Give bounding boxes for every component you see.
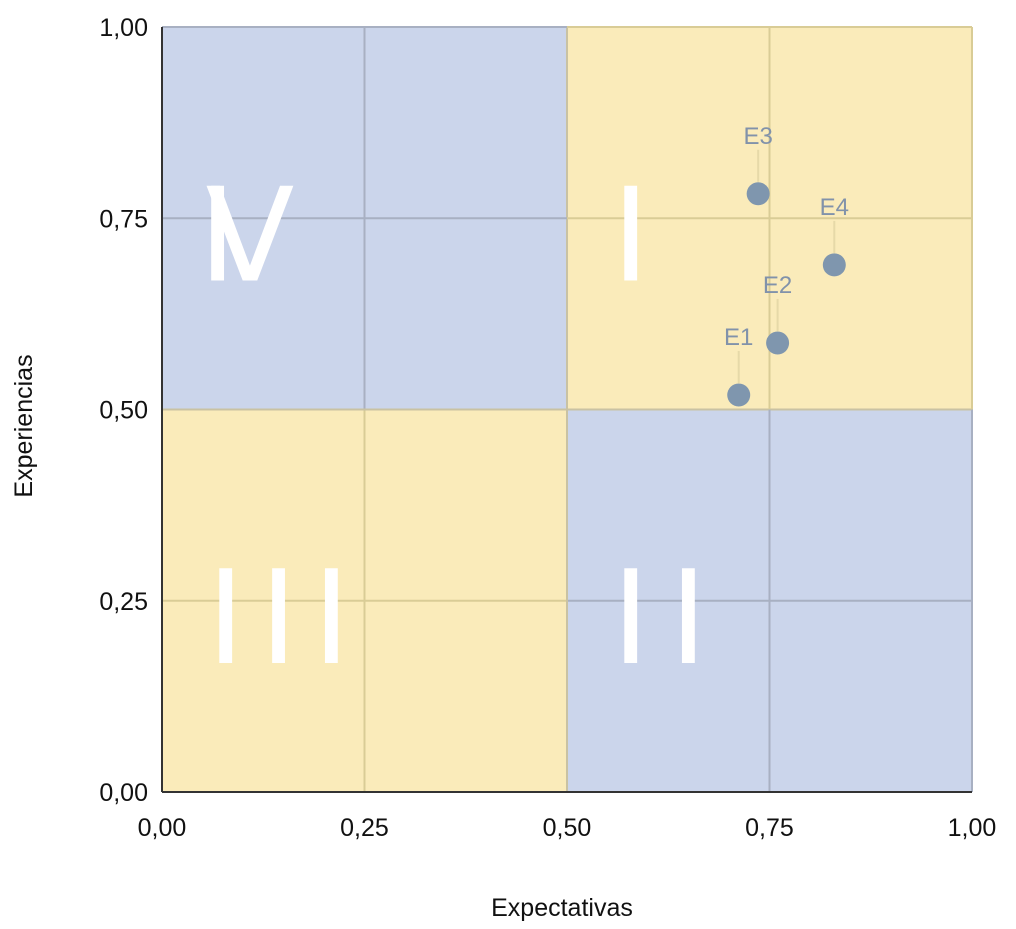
data-label: E2 bbox=[763, 272, 792, 299]
x-tick-label: 0,50 bbox=[543, 814, 592, 842]
data-point-e4 bbox=[822, 253, 846, 277]
data-point-e1 bbox=[727, 383, 751, 407]
y-axis-title: Experiencias bbox=[10, 354, 38, 497]
y-tick-label: 0,50 bbox=[99, 397, 148, 425]
y-tick-label: 0,25 bbox=[99, 588, 148, 616]
data-label: E4 bbox=[820, 194, 849, 221]
x-tick-label: 1,00 bbox=[948, 814, 997, 842]
x-tick-label: 0,25 bbox=[340, 814, 389, 842]
x-tick-label: 0,75 bbox=[745, 814, 794, 842]
quadrant-label: I bbox=[612, 160, 650, 312]
data-point-e2 bbox=[766, 331, 790, 355]
y-tick-label: 0,75 bbox=[99, 205, 148, 233]
data-label: E1 bbox=[724, 324, 753, 351]
x-axis-title: Expectativas bbox=[491, 894, 633, 922]
y-tick-label: 0,00 bbox=[99, 779, 148, 807]
quadrant-label: IV bbox=[198, 160, 294, 312]
data-point-e3 bbox=[746, 182, 770, 206]
x-tick-label: 0,00 bbox=[138, 814, 187, 842]
quadrant-label: III bbox=[207, 542, 351, 694]
y-tick-label: 1,00 bbox=[99, 14, 148, 42]
data-label: E3 bbox=[743, 123, 772, 150]
